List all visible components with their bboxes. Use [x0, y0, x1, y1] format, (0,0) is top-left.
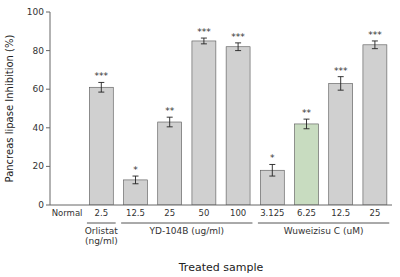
- x-tick-label: 3.125: [260, 208, 284, 218]
- bar: [158, 122, 182, 205]
- y-tick: [46, 12, 50, 13]
- group-underline: [87, 223, 116, 224]
- error-bar: [201, 38, 207, 44]
- x-tick-label: 25: [369, 208, 380, 218]
- y-tick-label: 80: [33, 46, 45, 56]
- y-tick-label: 0: [38, 200, 44, 210]
- bar: [329, 83, 353, 205]
- error-bar: [235, 43, 241, 51]
- bar: [363, 45, 387, 205]
- chart: 020406080100*********************Normal2…: [0, 0, 400, 277]
- x-tick-label: Normal: [52, 208, 83, 218]
- significance-label: ***: [231, 32, 245, 42]
- group-underline: [121, 223, 252, 224]
- x-tick-label: 12.5: [126, 208, 145, 218]
- bar: [192, 41, 216, 205]
- group-label: YD-104B (ug/ml): [148, 226, 224, 236]
- bar: [295, 124, 319, 205]
- error-bar: [167, 117, 173, 127]
- x-axis-title: Treated sample: [178, 261, 264, 274]
- error-bar: [338, 77, 344, 91]
- x-tick-label: 12.5: [331, 208, 350, 218]
- y-axis: 0 20 40 60 80 100: [27, 7, 50, 210]
- x-tick-label: 2.5: [95, 208, 109, 218]
- y-tick: [46, 166, 50, 167]
- bar: [124, 180, 148, 205]
- y-tick: [46, 205, 50, 206]
- y-tick: [46, 89, 50, 90]
- y-tick-label: 20: [33, 161, 45, 171]
- error-bar: [98, 82, 104, 92]
- group-underline: [258, 223, 389, 224]
- significance-label: ***: [95, 71, 109, 81]
- y-tick-label: 100: [27, 7, 44, 17]
- x-tick-label: 25: [164, 208, 175, 218]
- y-tick: [46, 127, 50, 128]
- significance-label: **: [165, 106, 175, 116]
- y-tick-label: 60: [33, 84, 45, 94]
- y-tick: [46, 50, 50, 51]
- bar: [89, 87, 113, 205]
- x-tick-label: 100: [230, 208, 246, 218]
- group-label: Orlistat(ng/ml): [85, 226, 119, 246]
- x-tick-label: 50: [198, 208, 209, 218]
- error-bar: [133, 176, 139, 184]
- error-bar: [269, 164, 275, 176]
- significance-label: **: [302, 108, 312, 118]
- significance-label: *: [133, 165, 138, 175]
- y-axis-line: [50, 12, 51, 205]
- significance-label: ***: [334, 66, 348, 76]
- error-bar: [304, 119, 310, 129]
- significance-label: ***: [197, 27, 211, 37]
- significance-label: *: [270, 153, 275, 163]
- y-axis-title: Pancreas lipase Inhibition (%): [4, 34, 15, 182]
- significance-label: ***: [368, 30, 382, 40]
- x-axis-line: [50, 205, 392, 206]
- y-tick-label: 40: [33, 123, 45, 133]
- x-tick-label: 6.25: [297, 208, 316, 218]
- group-label: Wuweizisu C (uM): [284, 226, 364, 236]
- bars: [89, 38, 387, 205]
- bar: [226, 47, 250, 205]
- error-bar: [372, 41, 378, 49]
